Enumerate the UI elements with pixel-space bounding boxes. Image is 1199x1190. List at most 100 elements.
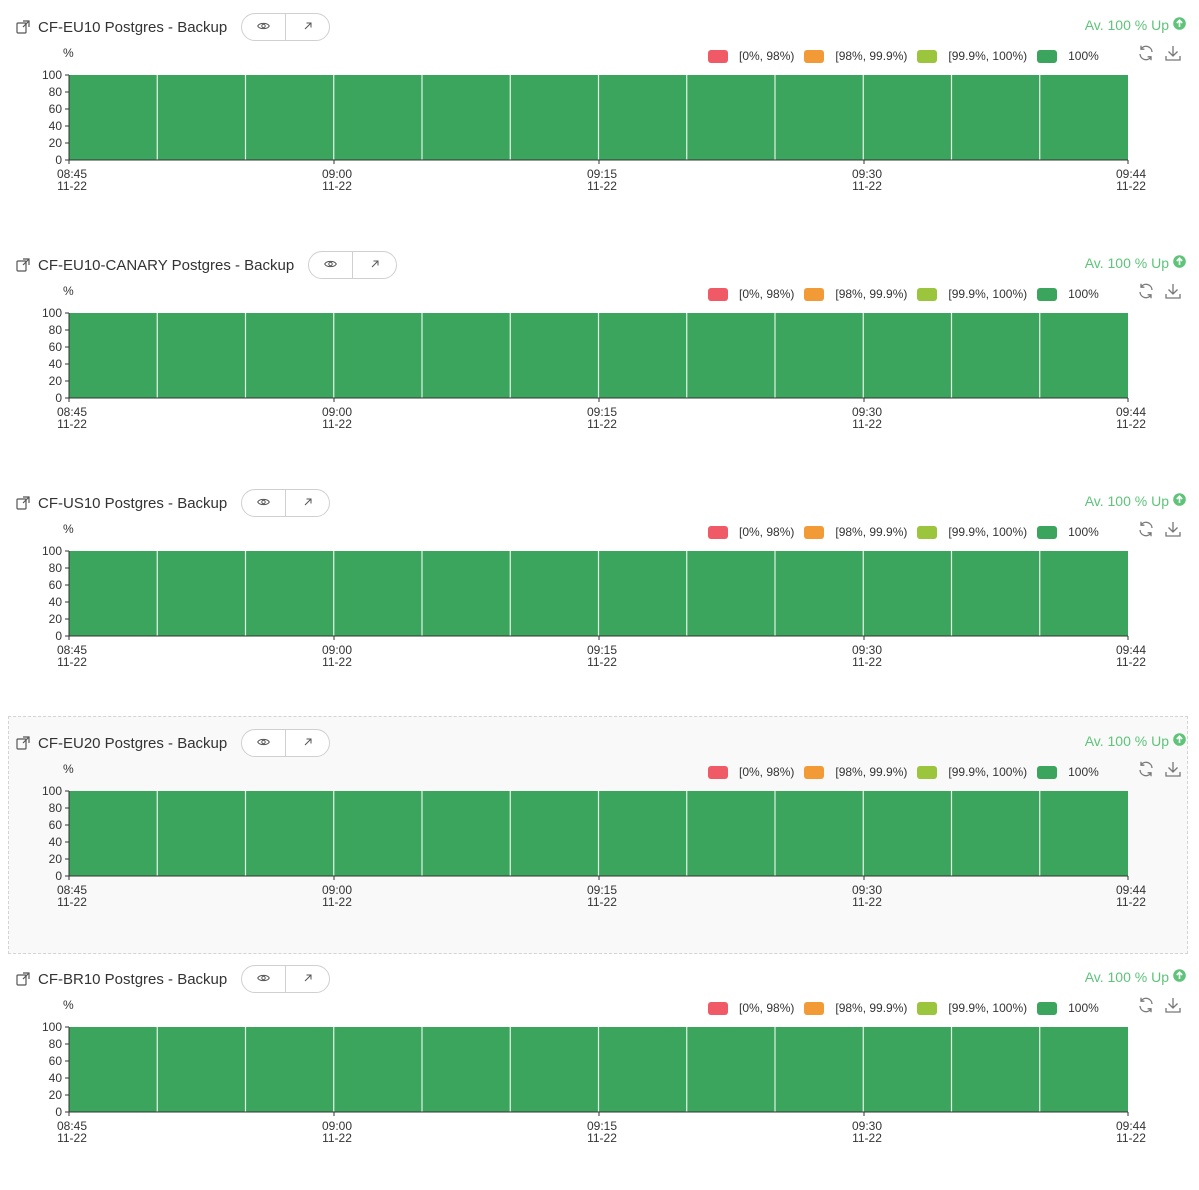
bar[interactable]: [245, 791, 334, 876]
bar[interactable]: [1039, 75, 1128, 160]
bar[interactable]: [157, 1027, 246, 1112]
legend-item[interactable]: 100%: [1037, 49, 1099, 63]
bar[interactable]: [333, 551, 422, 636]
bar[interactable]: [333, 791, 422, 876]
open-button[interactable]: [285, 14, 329, 40]
refresh-button[interactable]: [1136, 761, 1156, 781]
refresh-button[interactable]: [1136, 521, 1156, 541]
bar[interactable]: [1039, 791, 1128, 876]
legend-item[interactable]: [99.9%, 100%): [917, 287, 1027, 301]
download-button[interactable]: [1163, 761, 1183, 781]
download-button[interactable]: [1163, 283, 1183, 303]
bar[interactable]: [1039, 1027, 1128, 1112]
legend-item[interactable]: [99.9%, 100%): [917, 1001, 1027, 1015]
legend-item[interactable]: 100%: [1037, 765, 1099, 779]
bar[interactable]: [951, 313, 1040, 398]
download-button[interactable]: [1163, 521, 1183, 541]
external-link-icon[interactable]: [16, 496, 30, 510]
bar[interactable]: [863, 75, 952, 160]
bar[interactable]: [510, 75, 599, 160]
open-button[interactable]: [285, 730, 329, 756]
legend-item[interactable]: 100%: [1037, 525, 1099, 539]
bar[interactable]: [510, 551, 599, 636]
legend-item[interactable]: [0%, 98%): [708, 49, 794, 63]
bar[interactable]: [951, 551, 1040, 636]
bar[interactable]: [422, 551, 511, 636]
bar[interactable]: [863, 791, 952, 876]
legend-item[interactable]: [0%, 98%): [708, 287, 794, 301]
bar[interactable]: [157, 75, 246, 160]
legend-item[interactable]: 100%: [1037, 1001, 1099, 1015]
bar[interactable]: [245, 1027, 334, 1112]
bar[interactable]: [510, 1027, 599, 1112]
bar[interactable]: [422, 791, 511, 876]
bar[interactable]: [1039, 313, 1128, 398]
open-button[interactable]: [285, 966, 329, 992]
bar[interactable]: [686, 1027, 775, 1112]
view-button[interactable]: [242, 966, 285, 992]
bar[interactable]: [686, 313, 775, 398]
bar[interactable]: [598, 1027, 687, 1112]
bar[interactable]: [951, 1027, 1040, 1112]
bar[interactable]: [245, 75, 334, 160]
download-button[interactable]: [1163, 45, 1183, 65]
external-link-icon[interactable]: [16, 972, 30, 986]
bar[interactable]: [69, 1027, 158, 1112]
view-button[interactable]: [242, 14, 285, 40]
bar[interactable]: [157, 313, 246, 398]
bar[interactable]: [775, 313, 864, 398]
download-button[interactable]: [1163, 997, 1183, 1017]
bar[interactable]: [157, 791, 246, 876]
bar[interactable]: [422, 75, 511, 160]
bar[interactable]: [422, 1027, 511, 1112]
bar[interactable]: [245, 551, 334, 636]
bar[interactable]: [598, 791, 687, 876]
legend-item[interactable]: [98%, 99.9%): [804, 287, 907, 301]
bar[interactable]: [863, 313, 952, 398]
bar[interactable]: [775, 551, 864, 636]
legend-item[interactable]: 100%: [1037, 287, 1099, 301]
bar[interactable]: [333, 313, 422, 398]
bar[interactable]: [775, 1027, 864, 1112]
refresh-button[interactable]: [1136, 997, 1156, 1017]
legend-item[interactable]: [0%, 98%): [708, 1001, 794, 1015]
bar[interactable]: [1039, 551, 1128, 636]
refresh-button[interactable]: [1136, 45, 1156, 65]
view-button[interactable]: [309, 252, 352, 278]
bar[interactable]: [775, 791, 864, 876]
bar[interactable]: [863, 551, 952, 636]
bar[interactable]: [686, 551, 775, 636]
bar[interactable]: [69, 791, 158, 876]
legend-item[interactable]: [98%, 99.9%): [804, 525, 907, 539]
refresh-button[interactable]: [1136, 283, 1156, 303]
bar[interactable]: [69, 551, 158, 636]
bar[interactable]: [333, 75, 422, 160]
bar[interactable]: [510, 313, 599, 398]
external-link-icon[interactable]: [16, 258, 30, 272]
external-link-icon[interactable]: [16, 20, 30, 34]
bar[interactable]: [686, 75, 775, 160]
legend-item[interactable]: [98%, 99.9%): [804, 1001, 907, 1015]
view-button[interactable]: [242, 490, 285, 516]
bar[interactable]: [951, 791, 1040, 876]
bar[interactable]: [422, 313, 511, 398]
legend-item[interactable]: [99.9%, 100%): [917, 525, 1027, 539]
legend-item[interactable]: [98%, 99.9%): [804, 765, 907, 779]
bar[interactable]: [333, 1027, 422, 1112]
open-button[interactable]: [352, 252, 396, 278]
legend-item[interactable]: [0%, 98%): [708, 765, 794, 779]
bar[interactable]: [598, 551, 687, 636]
bar[interactable]: [510, 791, 599, 876]
legend-item[interactable]: [99.9%, 100%): [917, 765, 1027, 779]
bar[interactable]: [686, 791, 775, 876]
bar[interactable]: [69, 313, 158, 398]
bar[interactable]: [598, 75, 687, 160]
legend-item[interactable]: [0%, 98%): [708, 525, 794, 539]
legend-item[interactable]: [99.9%, 100%): [917, 49, 1027, 63]
bar[interactable]: [69, 75, 158, 160]
bar[interactable]: [245, 313, 334, 398]
open-button[interactable]: [285, 490, 329, 516]
legend-item[interactable]: [98%, 99.9%): [804, 49, 907, 63]
bar[interactable]: [863, 1027, 952, 1112]
bar[interactable]: [775, 75, 864, 160]
